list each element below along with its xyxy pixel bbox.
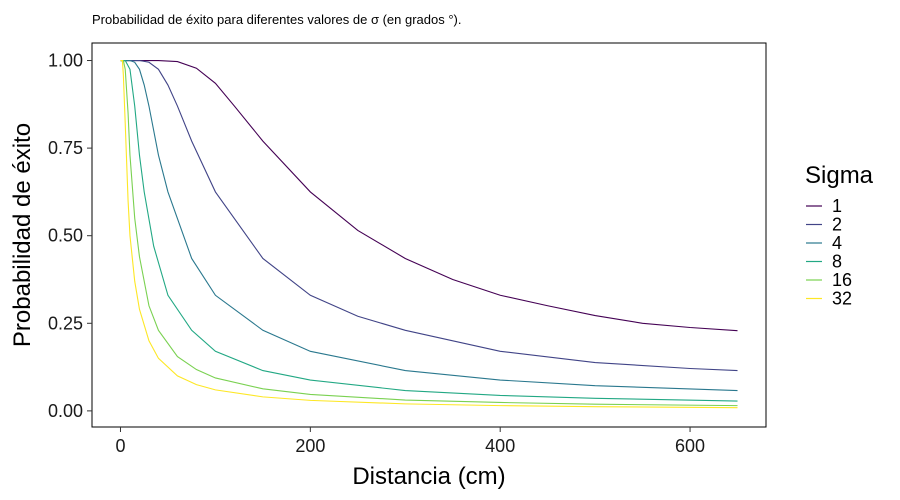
series-line-sigma-16 [120, 59, 738, 407]
legend-label-sigma-8: 8 [832, 252, 842, 272]
x-tick-label: 400 [485, 436, 515, 456]
y-axis-title: Probabilidad de éxito [9, 123, 36, 347]
legend-label-sigma-16: 16 [832, 270, 852, 290]
y-axis: 0.00 0.25 0.50 0.75 1.00 [48, 51, 92, 421]
x-tick-label: 600 [675, 436, 705, 456]
x-tick-label: 200 [295, 436, 325, 456]
y-tick-label: 0.25 [48, 313, 83, 333]
x-tick-label: 0 [115, 436, 125, 456]
chart-title: Probabilidad de éxito para diferentes va… [92, 12, 462, 27]
plot-panel-border [91, 42, 767, 428]
y-tick-label: 0.50 [48, 226, 83, 246]
series-line-sigma-2 [120, 59, 738, 372]
series-line-sigma-8 [120, 59, 738, 402]
legend-label-sigma-2: 2 [832, 215, 842, 235]
y-tick-label: 1.00 [48, 51, 83, 71]
series-lines [120, 59, 738, 409]
legend-label-sigma-4: 4 [832, 233, 842, 253]
series-line-sigma-1 [120, 59, 738, 332]
y-tick-label: 0.00 [48, 401, 83, 421]
series-line-sigma-4 [120, 59, 738, 392]
legend-label-sigma-1: 1 [832, 196, 842, 216]
x-axis: 0 200 400 600 [115, 427, 705, 456]
legend-title: Sigma [805, 162, 874, 189]
y-tick-label: 0.75 [48, 138, 83, 158]
x-axis-title: Distancia (cm) [352, 463, 505, 490]
legend-label-sigma-32: 32 [832, 289, 852, 309]
series-line-sigma-32 [120, 59, 738, 409]
